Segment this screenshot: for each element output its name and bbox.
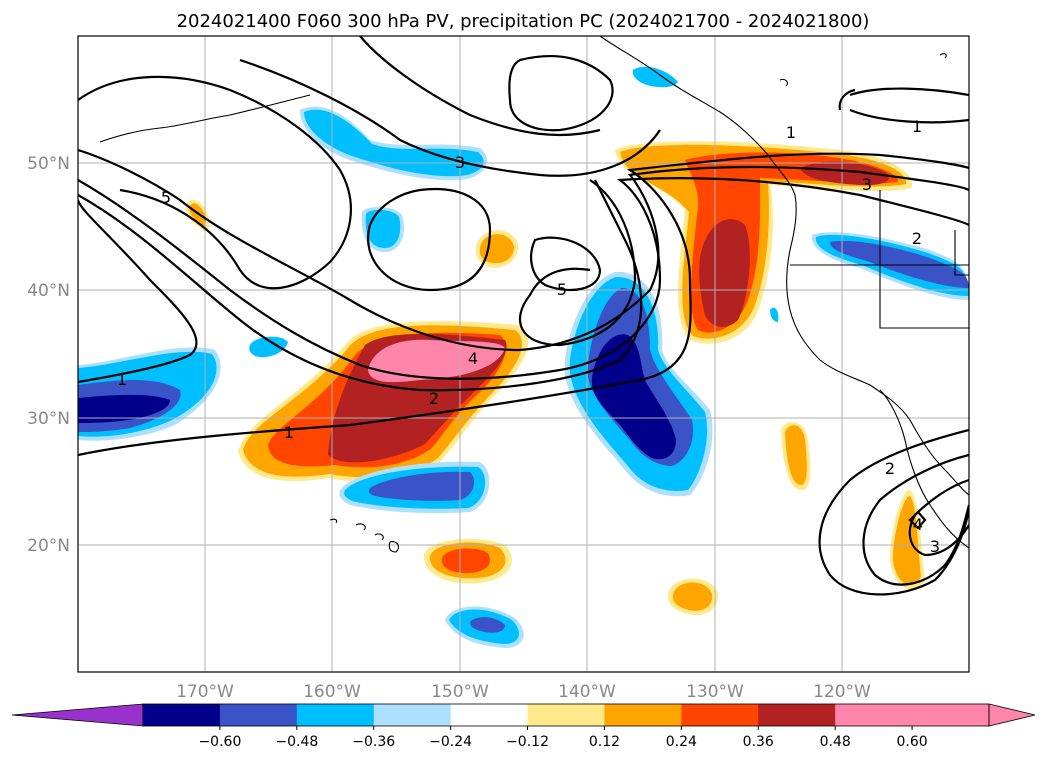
contour-label-2: 2 [885, 459, 895, 478]
lon-label-150w: 150°W [431, 682, 489, 702]
colorbar-tick-label: −0.12 [506, 734, 549, 750]
pv-contours [78, 36, 969, 596]
contour-labels: 1 1 2 4 3 5 5 1 1 3 2 2 4 3 [117, 117, 940, 556]
lon-label-120w: 120°W [813, 682, 871, 702]
colorbar-segment [373, 704, 452, 726]
colorbar-segment [758, 704, 836, 726]
colorbar-tick-label: −0.48 [275, 734, 318, 750]
colorbar-segment [604, 704, 682, 726]
contour-label-1: 1 [912, 117, 922, 136]
colorbar-segment [527, 704, 605, 726]
precip-positive-central [238, 321, 529, 483]
contour-label-5: 5 [161, 188, 171, 207]
contour-label-3: 3 [455, 153, 465, 172]
lat-label-40n: 40°N [27, 281, 70, 301]
colorbar-tick-label: 0.36 [743, 734, 774, 750]
colorbar-extend-min [11, 703, 144, 727]
map-title: 2024021400 F060 300 hPa PV, precipitatio… [177, 11, 870, 32]
lon-label-160w: 160°W [303, 682, 361, 702]
contour-label-2: 2 [429, 389, 439, 408]
precip-negative-small-2 [249, 336, 288, 358]
map-frame [77, 35, 970, 673]
lon-label-130w: 130°W [686, 682, 744, 702]
lat-label-50n: 50°N [27, 154, 70, 174]
contour-label-3: 3 [930, 537, 940, 556]
precip-negative-north [300, 106, 488, 181]
colorbar-tick-labels: −0.60 −0.48 −0.36 −0.24 −0.12 0.12 0.24 0.36 0.4… [198, 726, 928, 750]
colorbar-tick-label: −0.60 [198, 734, 241, 750]
colorbar-tick-label: 0.48 [820, 734, 851, 750]
colorbar-tick-label: 0.12 [589, 734, 620, 750]
precip-positive-small-3 [423, 538, 512, 584]
contour-label-5: 5 [557, 280, 567, 299]
latitude-labels: 50°N 40°N 30°N 20°N [27, 154, 70, 556]
precip-negative-alaska [632, 66, 779, 322]
colorbar-segment [912, 704, 990, 726]
colorbar-tick-label: 0.60 [897, 734, 928, 750]
lat-label-20n: 20°N [27, 536, 70, 556]
colorbar-tick-label: −0.36 [352, 734, 395, 750]
precip-positive-small-5 [781, 421, 811, 491]
colorbar-segment [296, 704, 375, 726]
precip-negative-central [564, 271, 713, 497]
lon-label-140w: 140°W [558, 682, 616, 702]
contour-label-1: 1 [284, 423, 294, 442]
lat-label-30n: 30°N [27, 409, 70, 429]
contour-label-2: 2 [912, 229, 922, 248]
contour-label-1: 1 [786, 123, 796, 142]
contour-label-1: 1 [117, 370, 127, 389]
coastlines [99, 36, 969, 553]
contour-label-4: 4 [468, 349, 478, 368]
graticule [78, 36, 969, 672]
colorbar-extend-max [988, 703, 1036, 727]
precip-positive-small-4 [667, 578, 719, 616]
colorbar-segment [143, 704, 221, 726]
longitude-labels: 170°W 160°W 150°W 140°W 130°W 120°W [176, 682, 871, 702]
colorbar-tick-label: 0.24 [666, 734, 697, 750]
colorbar-tick-label: −0.24 [429, 734, 472, 750]
colorbar-segment [835, 704, 913, 726]
colorbar-segment [450, 704, 529, 726]
colorbar [11, 703, 1036, 727]
lon-label-170w: 170°W [176, 682, 234, 702]
precip-negative-west [78, 347, 221, 441]
contour-label-3: 3 [862, 175, 872, 194]
colorbar-outline [142, 703, 990, 727]
precip-negative-south-2 [445, 606, 524, 648]
contour-label-4: 4 [913, 515, 923, 534]
colorbar-segment [219, 704, 298, 726]
colorbar-segment [681, 704, 759, 726]
precip-negative-south-1 [339, 461, 490, 514]
